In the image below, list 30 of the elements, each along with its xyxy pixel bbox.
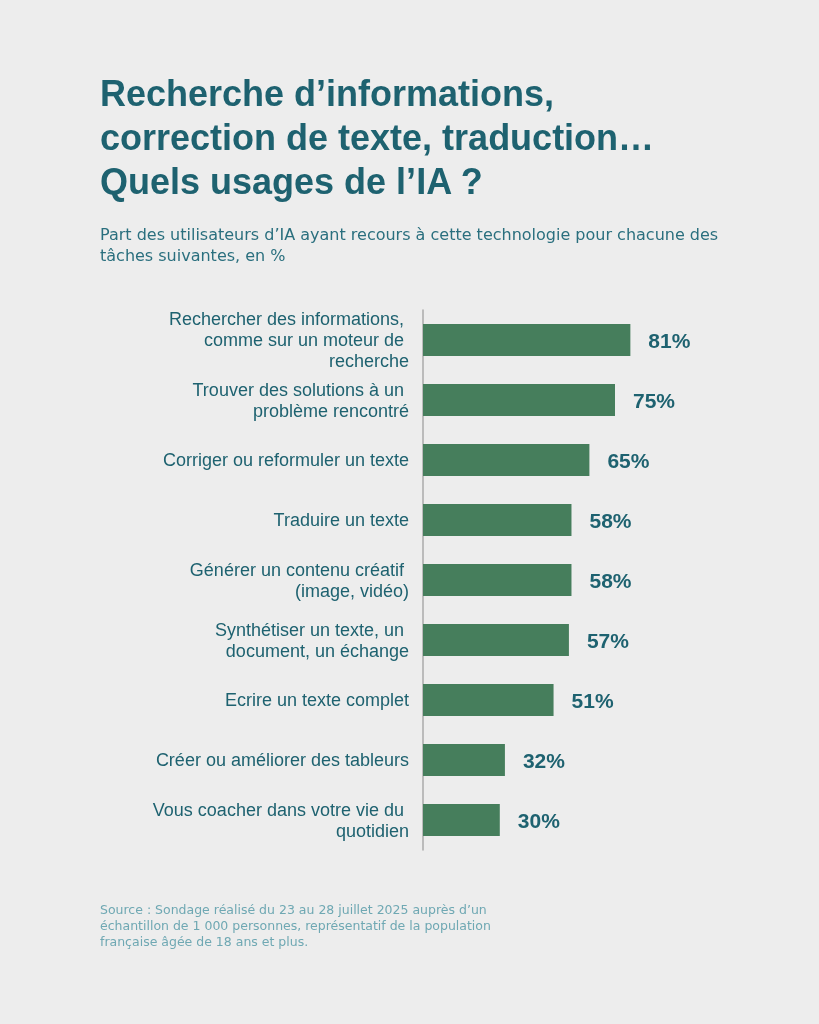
source-note: Source : Sondage réalisé du 23 au 28 juillet 2025 auprès d’un échantillon de 1 000 personnes, représentatif de la population française âgée de 18 ans et plus.: [100, 902, 492, 950]
chart-title: Recherche d’informations, correction de texte, traduction… Quels usages de l’IA ?: [100, 72, 656, 204]
data-label: 58%: [589, 568, 632, 592]
bar: [423, 684, 554, 716]
data-label: 65%: [607, 448, 650, 472]
bar: [423, 624, 569, 656]
data-label: 75%: [633, 388, 676, 412]
data-label: 58%: [589, 508, 632, 532]
y-tick-label: Trouver des solutions à un problème rencontré: [192, 379, 409, 421]
bar: [423, 384, 615, 416]
bar: [423, 744, 505, 776]
y-tick-label: Ecrire un texte complet: [224, 690, 409, 710]
y-tick-label: Traduire un texte: [273, 510, 409, 530]
bar: [423, 804, 500, 836]
bar: [423, 564, 572, 596]
data-label: 30%: [517, 808, 561, 832]
data-label: 32%: [522, 748, 566, 772]
y-tick-label: Créer ou améliorer des tableurs: [155, 750, 409, 770]
bar: [423, 324, 631, 356]
y-tick-label: Vous coacher dans votre vie du quotidien: [152, 799, 409, 841]
data-label: 81%: [648, 328, 691, 352]
y-tick-label: Générer un contenu créatif (image, vidéo): [189, 559, 409, 601]
bar: [423, 504, 572, 536]
y-tick-label: Synthétiser un texte, un document, un échange: [214, 619, 409, 661]
y-tick-label: Corriger ou reformuler un texte: [162, 450, 409, 470]
data-label: 51%: [571, 688, 614, 712]
data-label: 57%: [586, 628, 630, 652]
chart-subtitle: Part des utilisateurs d’IA ayant recours à cette technologie pour chacune des tâches suivantes, en %: [100, 224, 720, 266]
bar: [423, 444, 590, 476]
y-tick-label: Rechercher des informations, comme sur un moteur de recherche: [168, 309, 409, 371]
